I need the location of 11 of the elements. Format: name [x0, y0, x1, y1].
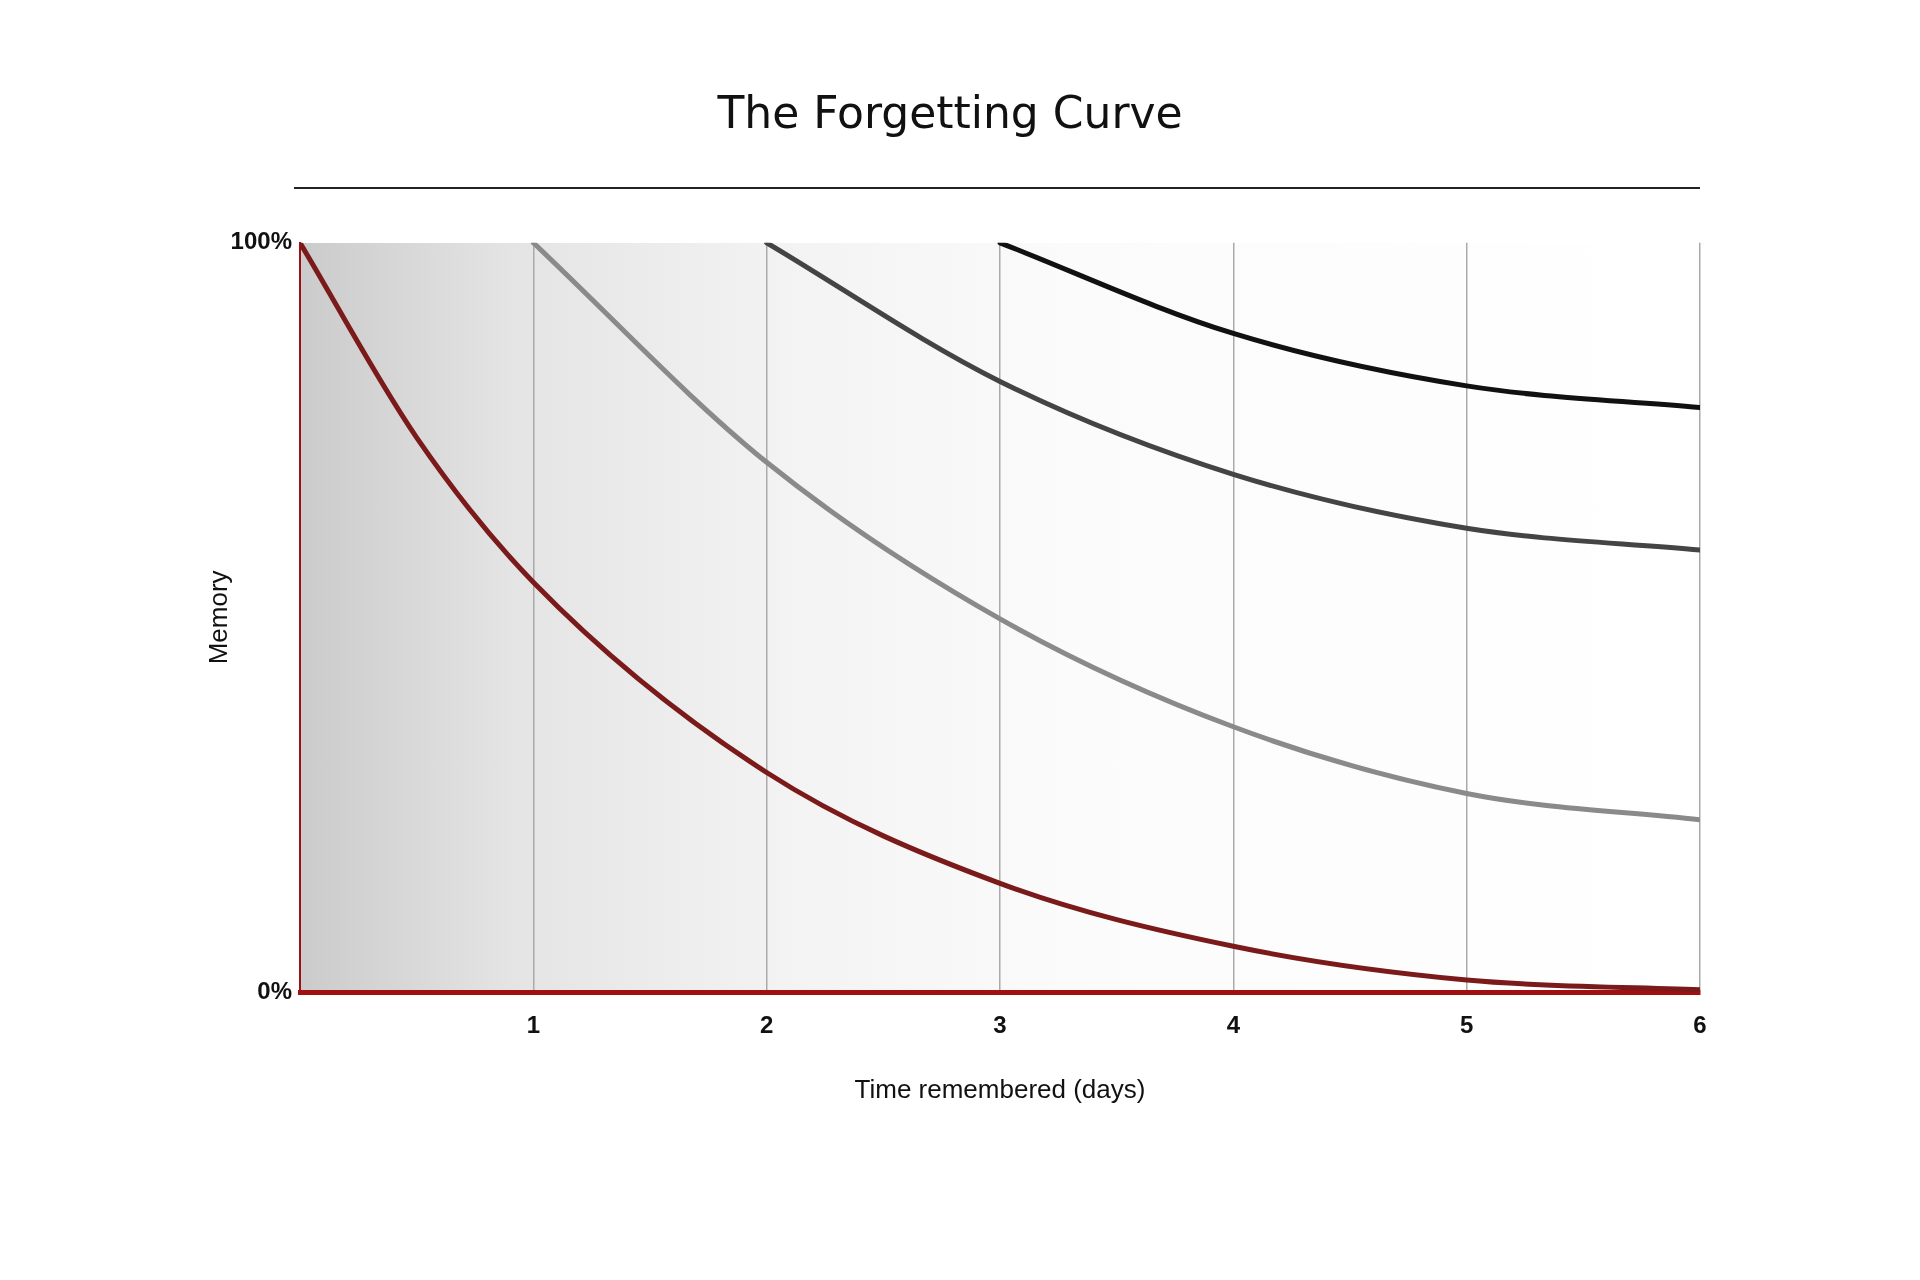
x-axis-title: Time remembered (days)	[854, 1073, 1146, 1104]
x-tick-label: 4	[1226, 1011, 1241, 1039]
chart-title: The Forgetting Curve	[716, 86, 1183, 138]
x-tick-label: 3	[993, 1011, 1007, 1039]
x-tick-label: 1	[526, 1011, 541, 1039]
y-tick-label: 100%	[230, 227, 292, 255]
x-tick-label: 6	[1693, 1011, 1707, 1039]
y-axis-title: Memory	[202, 570, 233, 665]
x-tick-label: 5	[1459, 1011, 1474, 1039]
y-tick-label: 0%	[257, 976, 292, 1004]
x-tick-label: 2	[759, 1011, 774, 1039]
